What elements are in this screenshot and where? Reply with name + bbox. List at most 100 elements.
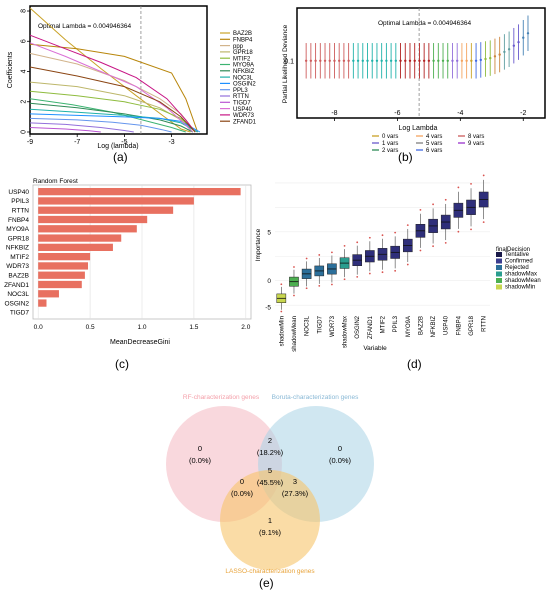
y-tick-label-a: 4 [21,69,28,73]
legend-label-d: shadowMin [505,285,535,291]
legend-label-a: GPR18 [233,50,253,56]
legend-title-d: finalDecision [496,247,530,253]
panel-label-d: (d) [407,357,422,371]
cv-point [503,50,506,54]
legend-label-b: 1 vars [382,141,398,147]
y-tick-label-d: 0 [267,278,271,285]
x-tick-label-c: 2.0 [241,324,250,331]
rf-bar [38,197,194,205]
cv-point [342,59,346,62]
rf-bar [38,299,47,307]
box-outlier [419,208,422,211]
coef-series-line [29,122,134,133]
cv-point [375,59,379,62]
coef-series-line [29,108,198,133]
cv-point [399,59,402,62]
rf-category-label: BAZ2B [8,273,29,280]
rf-bar [38,206,174,214]
box-category-label: FNBP4 [456,315,462,335]
legend-swatch-d [496,284,502,290]
box-outlier [318,254,321,256]
x-tick-label-b: -6 [394,110,400,117]
box-outlier [394,231,397,234]
rf-bar [38,188,241,196]
x-tick-label-a: -9 [27,139,33,146]
cv-point [347,59,350,62]
cv-point [309,59,313,62]
panel-label-b: (b) [398,150,413,164]
cv-point [489,56,492,60]
xlabel-c: MeanDecreaseGini [110,339,170,346]
cv-point [328,59,331,62]
box-category-label: shadowMax [343,316,349,348]
cv-point [314,59,317,62]
box-outlier [482,174,485,177]
box-outlier [331,251,333,254]
x-tick-label-b: -4 [457,110,463,117]
box-outlier [343,278,346,281]
cv-point [371,59,374,62]
annotation-b: Optimal Lambda = 0.004946364 [378,20,471,27]
venn-diagram: RF-characterization genes Boruta-charact… [166,394,374,575]
legend-label-a: BAZ2B [233,31,252,37]
rf-category-label: OSGIN2 [4,300,29,307]
coef-series-line [29,66,196,133]
venn-region-rf-boruta-pct: (18.2%) [257,448,284,457]
venn-region-rf-lasso-count: 0 [240,477,244,486]
venn-region-boruta-only-pct: (0.0%) [329,456,352,465]
box-outlier [406,263,409,266]
x-tick-label-c: 1.5 [189,324,198,331]
legend-swatch-d [496,258,502,264]
legend-label-d: Confirmed [505,259,533,265]
x-tick-label-c: 0.5 [86,324,95,331]
box-outlier [457,230,460,233]
y-tick-label-d: 5 [267,229,271,236]
legend-label-a: NFKBIZ [233,69,255,75]
box-outlier [356,241,359,244]
legend-label-b: 6 vars [426,148,442,154]
legend-label-a: WDR73 [233,113,255,119]
rf-bar [38,253,91,261]
cv-point [408,59,412,62]
legend-label-d: shadowMax [505,272,537,278]
rf-bar [38,271,85,279]
coef-series-line [29,127,101,133]
cv-point [526,32,530,35]
y-tick-label-a: 6 [21,39,28,43]
legend-label-a: NOC3L [233,75,254,81]
rf-bar [38,290,59,298]
cv-point [356,59,360,62]
rf-category-label: NOC3L [7,291,29,298]
legend-label-b: 0 vars [382,134,398,140]
ylabel-b: Partial Likelihood Deviance [282,24,289,103]
cv-point [333,59,336,62]
lasso-coefficient-chart: Optimal Lambda = 0.004946364 Log (lambda… [7,5,257,150]
coef-series-line [29,7,191,133]
legend-label-b: 5 vars [426,141,442,147]
rf-category-label: NFKBIZ [6,245,29,252]
x-tick-label-c: 1.0 [137,324,146,331]
ylabel-a: Coefficients [7,51,14,88]
legend-label-d: shadowMean [505,278,541,284]
title-c: Random Forest [33,178,78,185]
cv-point [422,59,426,62]
box-outlier [457,186,460,189]
box-category-label: NOC3L [305,315,311,336]
rf-category-label: MTIF2 [10,254,29,261]
x-tick-label-a: -3 [168,139,174,146]
panel-label-e: (e) [259,576,274,590]
rf-category-label: RTTN [12,208,30,215]
legend-swatch-d [496,278,502,283]
legend-label-b: 9 vars [468,141,484,147]
cv-point [451,59,454,62]
xlabel-a: Log (lambda) [97,143,138,150]
y-tick-label-a: 2 [21,100,28,104]
x-tick-label-c: 0.0 [34,324,43,331]
legend-label-a: MYO9A [233,63,254,69]
rf-bar [38,243,113,251]
legend-label-a: TIGD7 [233,101,251,107]
rf-category-label: WDR73 [6,263,29,270]
cv-point [337,59,341,62]
cv-point [455,59,459,62]
rf-category-label: PPIL3 [11,198,29,205]
